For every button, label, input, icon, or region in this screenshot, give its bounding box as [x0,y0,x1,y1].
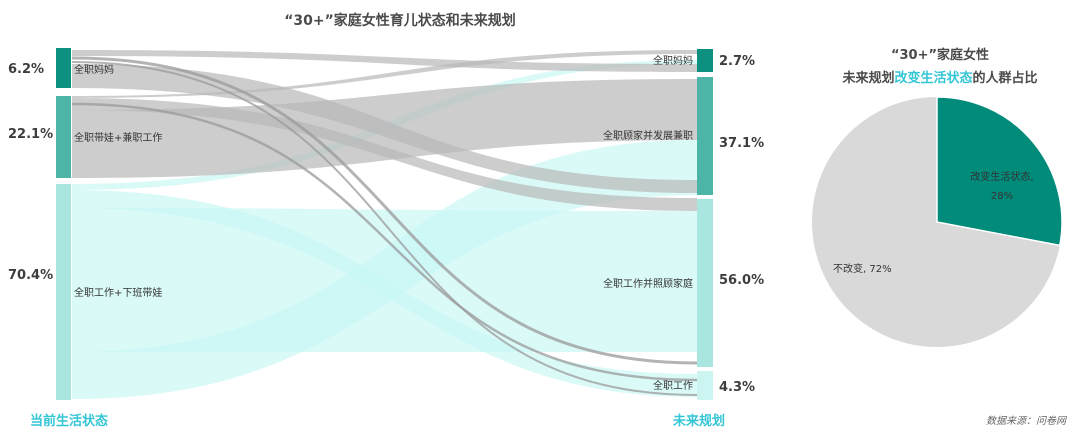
flow-mom-to-mom [72,50,697,72]
right-pct-2: 56.0% [719,273,764,288]
right-label-3: 全职工作 [653,379,693,392]
flow-mom-to-family-parttime [72,64,697,193]
pie-title-line2: 未来规划改变生活状态的人群占比 [820,67,1060,90]
node-left-parttime [56,96,71,178]
right-axis-label: 未来规划 [673,414,726,429]
left-label-1: 全职带娃+兼职工作 [74,131,162,144]
left-pct-1: 22.1% [8,127,53,142]
left-label-0: 全职妈妈 [74,63,114,76]
node-left-work-and-kids [56,184,71,400]
pie-title-line1: “30+”家庭女性 [890,48,990,63]
sankey-title: “30+”家庭女性育儿状态和未来规划 [284,13,516,29]
flow-work-to-fulltime [72,190,697,397]
right-pct-3: 4.3% [719,380,755,395]
flows-thin-gray [71,56,698,396]
left-pct-0: 6.2% [8,62,44,77]
right-label-1: 全职顾家并发展兼职 [603,129,693,142]
pie-label-change-pct: 28% [991,191,1013,202]
flow-work-to-family-parttime [72,140,697,399]
right-pct-0: 2.7% [719,54,755,69]
node-right-family-parttime [697,77,713,195]
pie-title-post: 的人群占比 [972,71,1038,86]
flow-mom-to-work-family [71,56,698,365]
right-label-0: 全职妈妈 [653,54,693,67]
flow-parttime-to-mom [72,50,697,98]
flow-mom-to-fulltime [71,61,698,396]
left-axis-label: 当前生活状态 [30,414,109,429]
pie-title-pre: 未来规划 [842,71,895,86]
pie-label-change: 改变生活状态, [970,170,1033,183]
flows-gray [72,50,697,211]
node-right-fulltime-mom [697,49,713,72]
left-label-2: 全职工作+下班带娃 [74,286,162,299]
data-source: 数据来源：问卷网 [986,416,1066,427]
flow-parttime-to-fulltime [71,102,698,382]
flow-parttime-to-work-family [72,98,697,211]
pie-title-highlight: 改变生活状态 [894,71,973,86]
node-left-fulltime-mom [56,48,71,88]
node-right-work-family [697,199,713,367]
pie-slice-change [936,96,1063,247]
right-pct-1: 37.1% [719,136,764,151]
left-pct-2: 70.4% [8,268,53,283]
node-right-fulltime-work [697,371,713,400]
pie-label-no-change: 不改变, 72% [833,262,892,275]
pie-title: “30+”家庭女性 未来规划改变生活状态的人群占比 [820,44,1060,90]
pie-chart: 改变生活状态, 28% 不改变, 72% [812,96,1063,347]
right-label-2: 全职工作并照顾家庭 [603,277,693,290]
